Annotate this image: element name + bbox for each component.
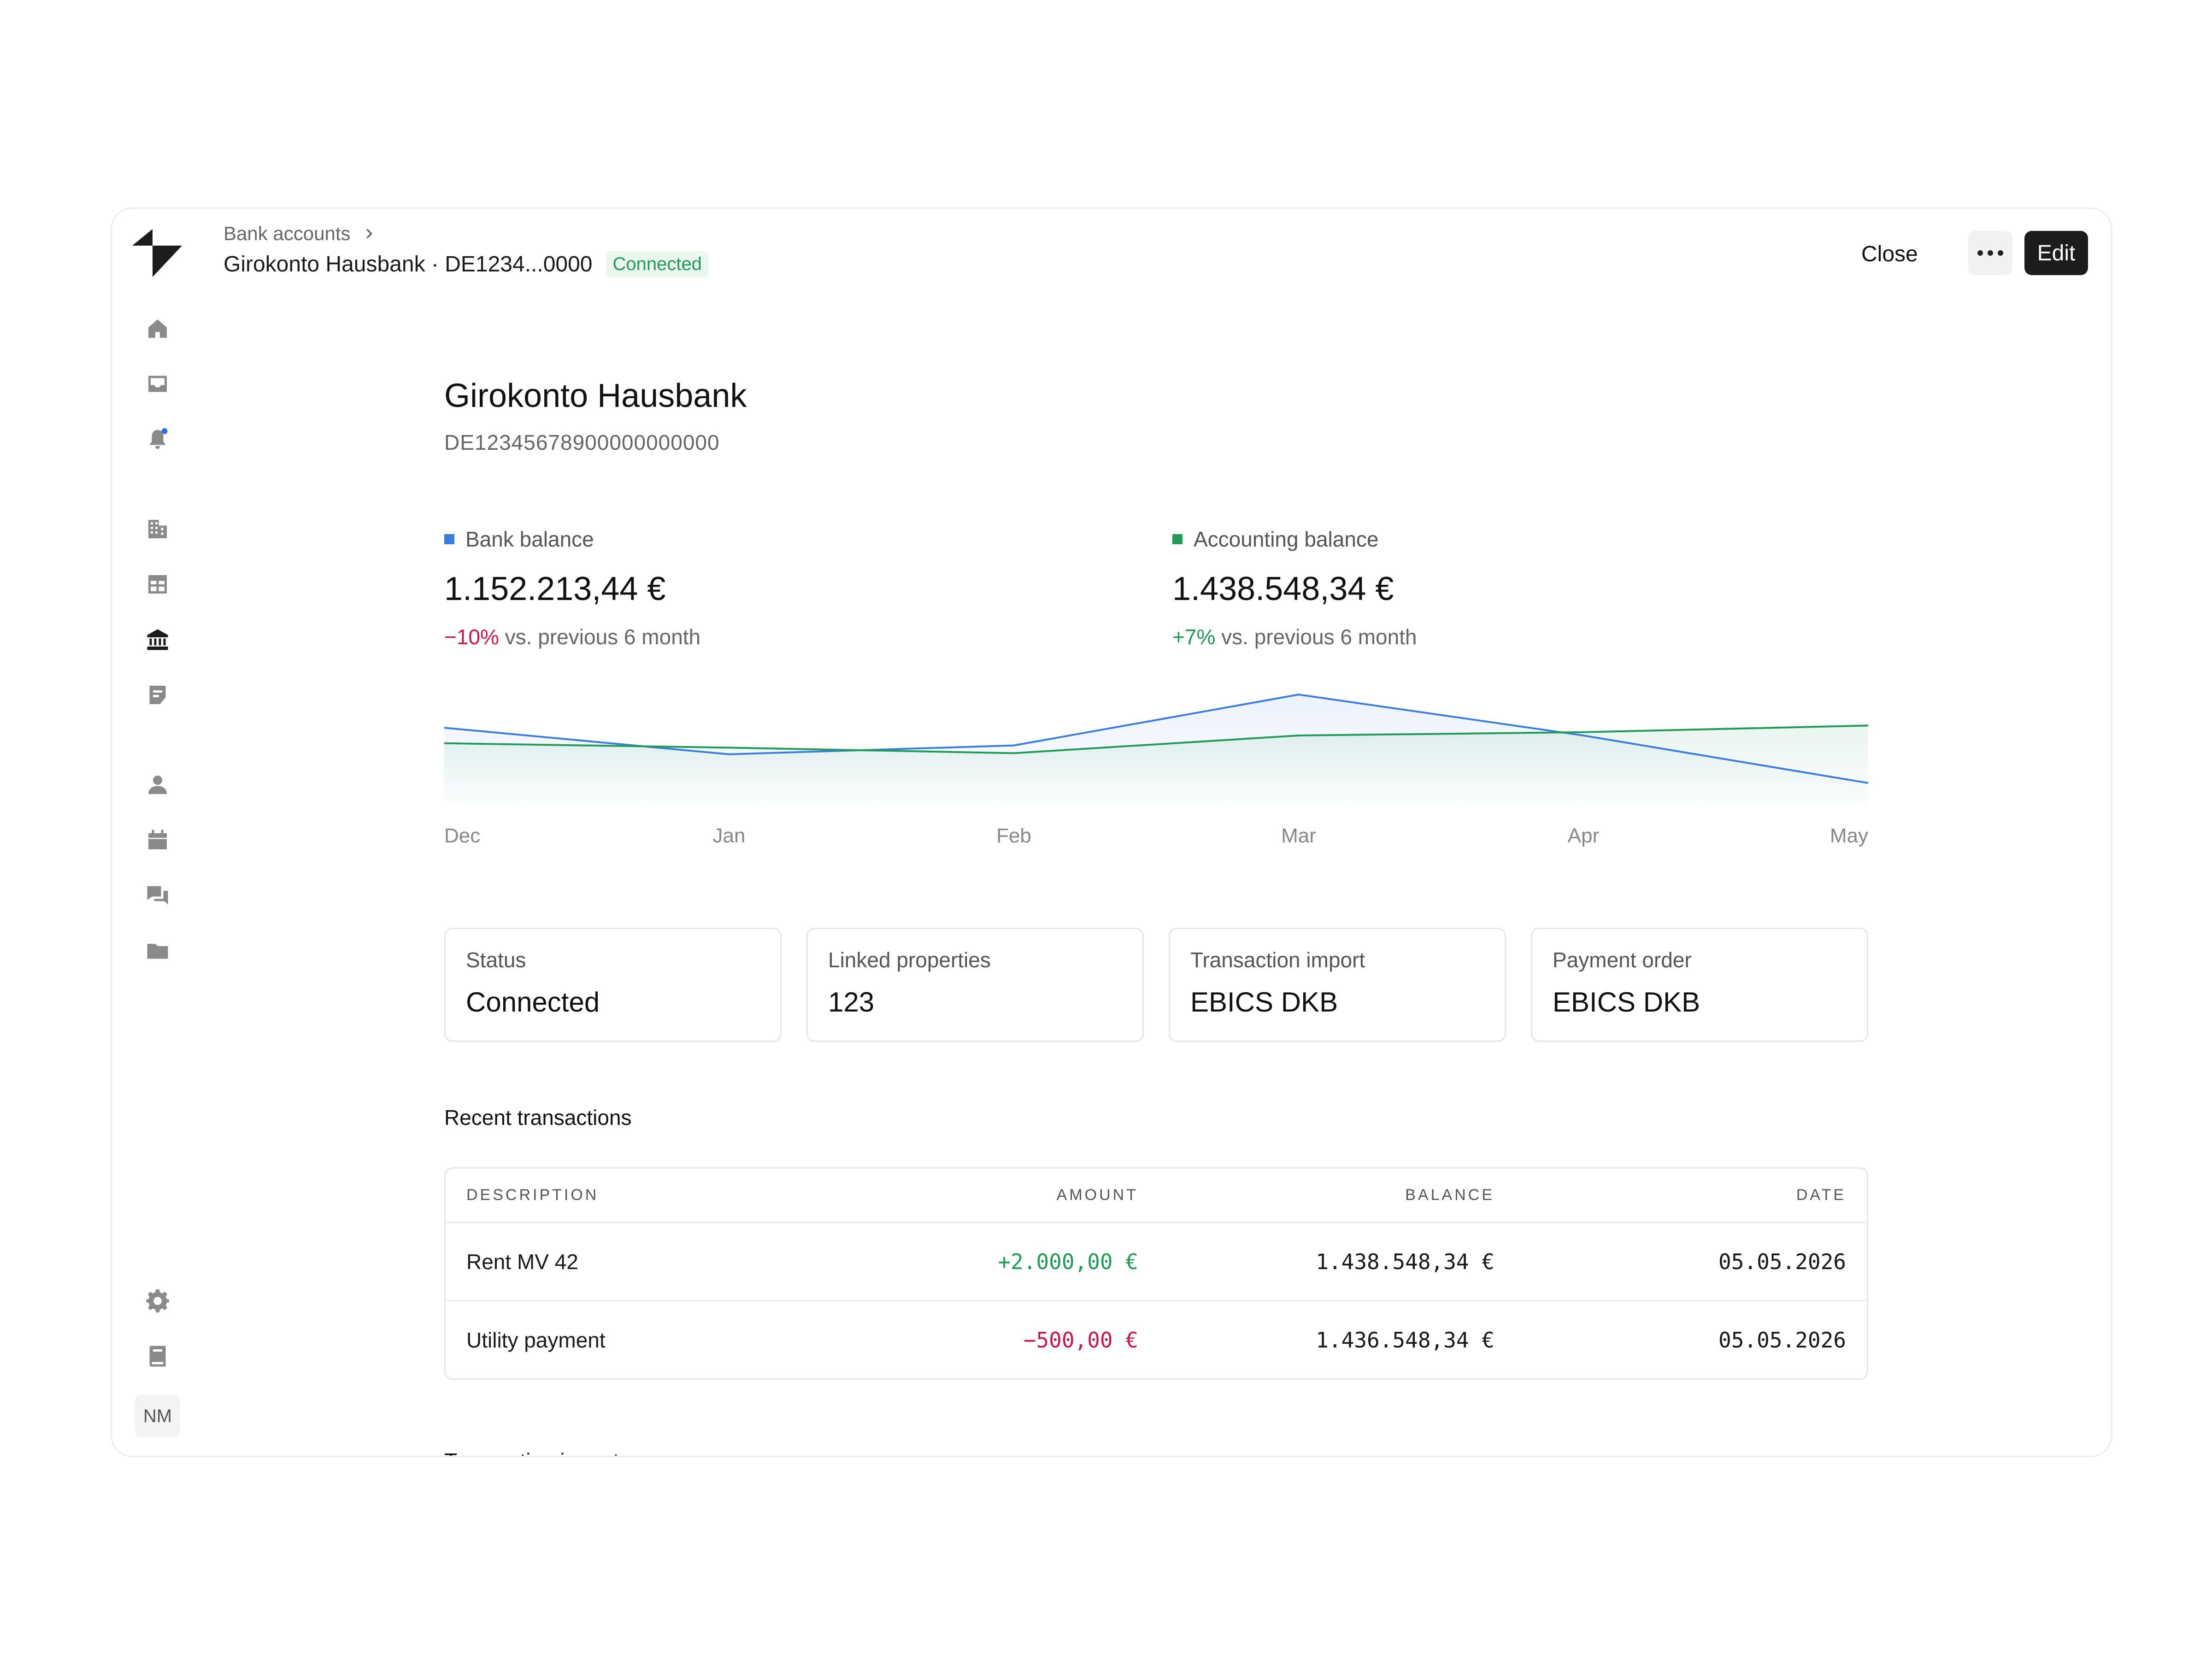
more-icon-dot [1998,250,2003,256]
series-line-accounting [444,724,1869,754]
bell-icon[interactable] [141,423,174,455]
column-header-description: DESCRIPTION [466,1186,599,1204]
more-icon-dot [1977,250,1983,256]
edit-button[interactable]: Edit [2024,231,2088,275]
close-button[interactable]: Close [1859,232,1921,276]
series-area-accounting [444,725,1868,810]
card-label: Linked properties [828,948,991,972]
folder-icon[interactable] [141,935,174,967]
transaction-balance: 1.438.548,34 € [1316,1249,1494,1274]
card-payment-order: Payment order EBICS DKB [1531,928,1868,1042]
transaction-description: Rent MV 42 [466,1249,578,1274]
more-icon-dot [1988,250,1993,256]
document-icon[interactable] [141,679,174,711]
series-line-bank [444,694,1869,784]
transaction-balance: 1.436.548,34 € [1316,1327,1494,1353]
account-name: Girokonto Hausbank [444,377,747,414]
card-linked-properties[interactable]: Linked properties 123 [806,928,1144,1042]
person-icon[interactable] [141,769,174,801]
building-icon[interactable] [141,513,174,545]
accounting-change-percent: +7% [1172,625,1216,649]
accounting-balance-legend: Accounting balance [1172,527,1818,552]
table-row[interactable]: Rent MV 42 +2.000,00 € 1.438.548,34 € 05… [446,1223,1867,1301]
gear-icon[interactable] [141,1285,174,1317]
app-window: NM Bank accounts Girokonto Hausbank · DE… [111,207,2112,1457]
breadcrumb-current: Girokonto Hausbank · DE1234...0000 Conne… [224,251,708,277]
status-badge: Connected [606,251,708,277]
accounting-change-suffix: vs. previous 6 month [1215,625,1417,649]
x-tick-label: Feb [996,824,1031,847]
x-tick-label: May [1830,824,1868,847]
accounting-balance-value: 1.438.548,34 € [1172,571,1394,607]
breadcrumb: Bank accounts [224,223,376,245]
card-label: Payment order [1553,948,1692,972]
transaction-amount: +2.000,00 € [998,1249,1138,1274]
card-label: Transaction import [1190,948,1365,972]
card-value: Connected [466,987,600,1018]
column-header-balance: BALANCE [1405,1186,1494,1204]
summary-cards: Status Connected Linked properties 123 T… [444,928,1868,1044]
calendar-icon[interactable] [141,824,174,856]
breadcrumb-parent-link[interactable]: Bank accounts [224,223,351,244]
chevron-right-icon [366,229,372,239]
more-options-button[interactable] [1968,231,2012,275]
x-tick-label: Dec [444,824,480,847]
transaction-import-section-title: Transaction import [444,1448,619,1456]
bank-balance-value: 1.152.213,44 € [444,571,666,607]
accounting-balance-block: Accounting balance 1.438.548,34 € +7% vs… [1172,527,1818,649]
x-tick-label: Jan [713,824,746,847]
card-label: Status [466,948,526,972]
balance-chart-svg: Dec Jan Feb Mar Apr May [444,694,1869,847]
avatar[interactable]: NM [135,1395,180,1437]
transaction-description: Utility payment [466,1328,606,1352]
inbox-icon[interactable] [141,368,174,400]
bank-balance-change: −10% vs. previous 6 month [444,624,1089,649]
transaction-amount: −500,00 € [1023,1327,1138,1353]
column-header-date: DATE [1796,1186,1846,1204]
card-value: 123 [828,987,875,1018]
home-icon[interactable] [141,312,174,345]
book-icon[interactable] [141,1340,174,1372]
table-icon[interactable] [141,568,174,600]
x-tick-label: Apr [1568,824,1599,847]
page-title: Girokonto Hausbank · DE1234...0000 [224,252,593,276]
transaction-date: 05.05.2026 [1718,1249,1846,1274]
table-header: DESCRIPTION AMOUNT BALANCE DATE [446,1169,1867,1223]
bank-change-percent: −10% [444,625,499,649]
transactions-table: DESCRIPTION AMOUNT BALANCE DATE Rent MV … [444,1167,1868,1380]
card-value: EBICS DKB [1190,987,1338,1018]
table-row[interactable]: Utility payment −500,00 € 1.436.548,34 €… [446,1301,1867,1378]
chat-icon[interactable] [141,879,174,912]
card-transaction-import: Transaction import EBICS DKB [1169,928,1506,1042]
x-tick-label: Mar [1281,824,1316,847]
bank-balance-label: Bank balance [465,527,594,551]
card-status: Status Connected [444,928,782,1042]
account-iban: DE12345678900000000000 [444,430,720,454]
bank-balance-block: Bank balance 1.152.213,44 € −10% vs. pre… [444,527,1089,649]
balance-chart: Dec Jan Feb Mar Apr May [444,686,1869,879]
legend-swatch-bank [444,534,454,544]
recent-transactions-title: Recent transactions [444,1106,632,1130]
legend-swatch-accounting [1172,534,1182,544]
card-value: EBICS DKB [1553,987,1700,1018]
bank-balance-legend: Bank balance [444,527,1089,552]
bank-change-suffix: vs. previous 6 month [499,625,701,649]
bank-icon[interactable] [141,624,174,656]
accounting-balance-label: Accounting balance [1194,527,1379,551]
transaction-date: 05.05.2026 [1718,1327,1846,1353]
accounting-balance-change: +7% vs. previous 6 month [1172,624,1818,649]
app-logo [132,229,182,277]
column-header-amount: AMOUNT [1056,1186,1138,1204]
